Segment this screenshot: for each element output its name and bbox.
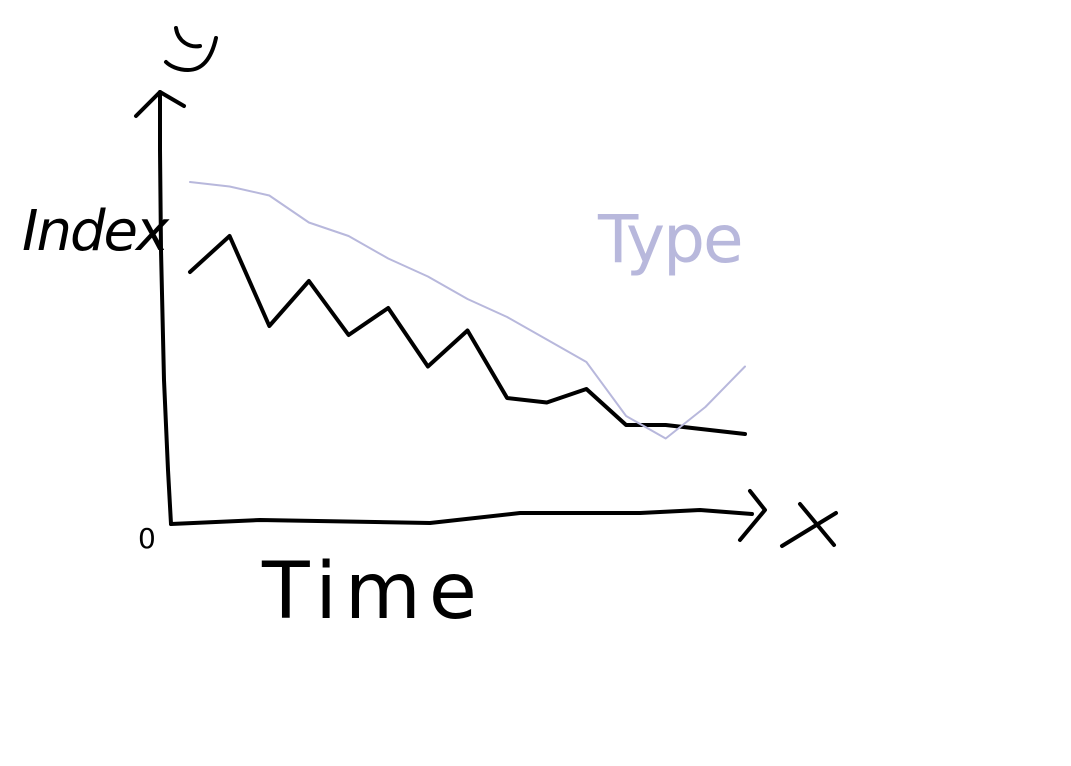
y-axis-letter: y xyxy=(230,59,231,61)
origin-label: 0 xyxy=(138,522,156,555)
series-label-type: Type xyxy=(597,201,742,278)
x-axis-arrowhead xyxy=(738,489,767,542)
y-axis-arrowhead xyxy=(134,90,186,118)
y-axis-letter-glyph xyxy=(164,26,218,72)
y-axis-line xyxy=(158,90,173,526)
x-axis-label: Time xyxy=(261,547,485,637)
x-axis-letter-glyph xyxy=(780,502,838,548)
y-axis-label: Index xyxy=(22,199,170,264)
series-layer xyxy=(188,181,747,440)
x-axis-letter: x xyxy=(850,529,851,531)
x-axis-line xyxy=(169,508,754,526)
